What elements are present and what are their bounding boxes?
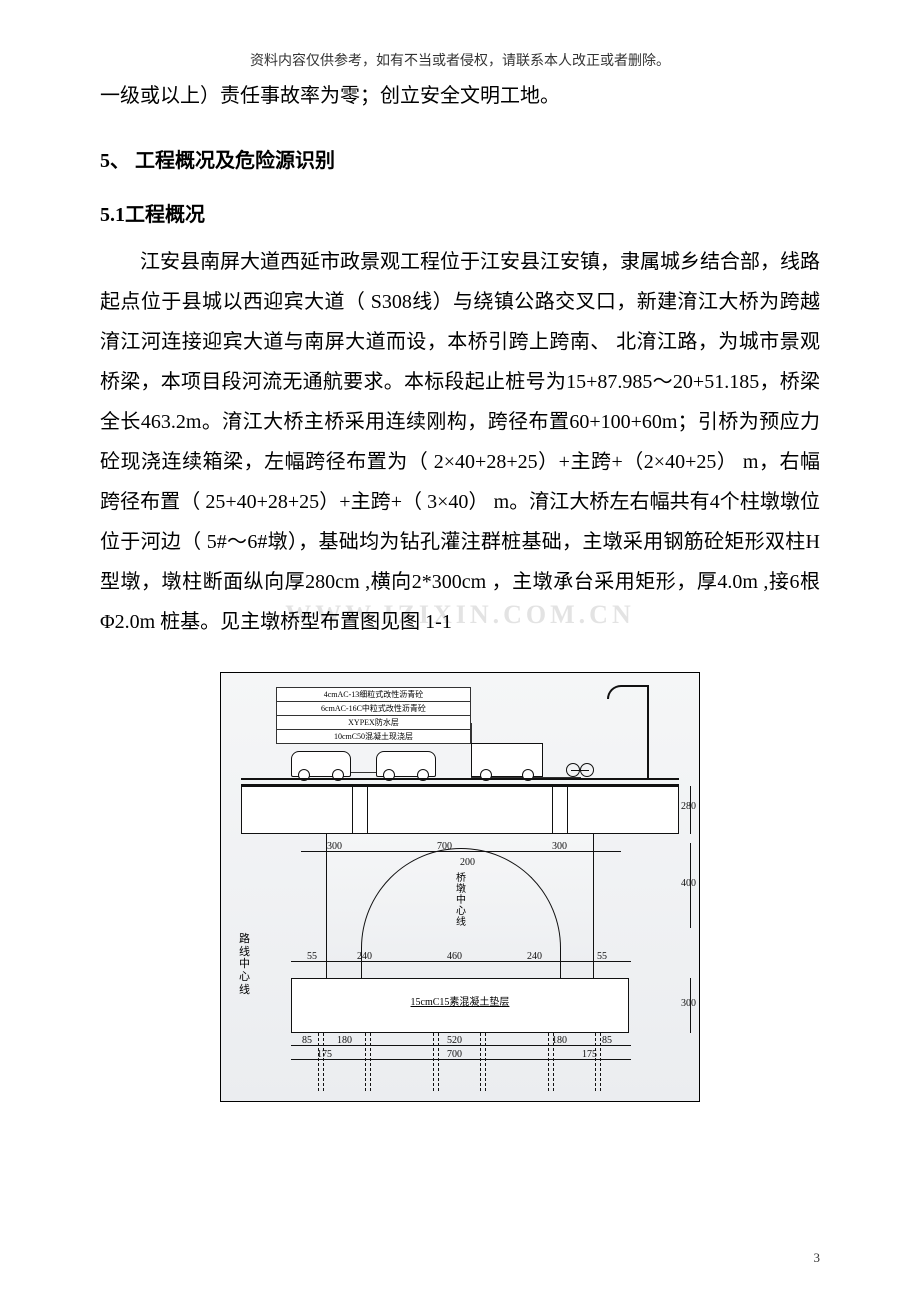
page-number: 3 [814, 1250, 821, 1266]
pile-icon [365, 1033, 371, 1091]
dim-55: 55 [596, 951, 608, 962]
figure-1-1-wrap: 4cmAC-13细粒式改性沥青砼 6cmAC-16C中粒式改性沥青砼 XYPEX… [100, 672, 820, 1102]
car-icon [376, 751, 436, 777]
road-surface [241, 778, 679, 786]
dim-175: 175 [581, 1049, 598, 1060]
intro-line: 一级或以上）责任事故率为零；创立安全文明工地。 [100, 78, 820, 114]
bus-icon [471, 743, 543, 777]
dim-400: 400 [680, 878, 697, 889]
dim-300: 300 [680, 998, 697, 1009]
body-text: 江安县南屏大道西延市政景观工程位于江安县江安镇，隶属城乡结合部，线路起点位于县城… [100, 242, 820, 642]
pile-icon [480, 1033, 486, 1091]
header-disclaimer: 资料内容仅供参考，如有不当或者侵权，请联系本人改正或者删除。 [100, 50, 820, 70]
dim-55: 55 [306, 951, 318, 962]
bicycle-icon [566, 757, 594, 777]
dim-line [301, 851, 621, 852]
dim-180: 180 [551, 1035, 568, 1046]
dim-85: 85 [301, 1035, 313, 1046]
dim-300: 300 [551, 841, 568, 852]
dim-200: 200 [459, 857, 476, 868]
section-5-heading: 5、 工程概况及危险源识别 [100, 144, 820, 173]
pavement-layers-box: 4cmAC-13细粒式改性沥青砼 6cmAC-16C中粒式改性沥青砼 XYPEX… [276, 687, 471, 744]
dim-520: 520 [446, 1035, 463, 1046]
dim-175: 175 [316, 1049, 333, 1060]
section-5-1-heading: 5.1工程概况 [100, 198, 820, 227]
layer-1: 4cmAC-13细粒式改性沥青砼 [277, 688, 470, 702]
dim-700: 700 [446, 1049, 463, 1060]
base-slab-label: 15cmC15素混凝土垫层 [221, 993, 699, 1008]
dim-240: 240 [526, 951, 543, 962]
layer-3: XYPEX防水层 [277, 716, 470, 730]
pier-centerline-label: 桥墩中心线 [454, 873, 468, 928]
dim-85: 85 [601, 1035, 613, 1046]
dim-460: 460 [446, 951, 463, 962]
dim-240: 240 [356, 951, 373, 962]
dim-280: 280 [680, 801, 697, 812]
dim-300: 300 [326, 841, 343, 852]
page-content: 资料内容仅供参考，如有不当或者侵权，请联系本人改正或者删除。 一级或以上）责任事… [100, 50, 820, 1102]
layer-2: 6cmAC-16C中粒式改性沥青砼 [277, 702, 470, 716]
route-centerline-label: 路线中心线 [239, 933, 253, 996]
lamp-arm-icon [607, 685, 647, 699]
pile-icon [318, 1033, 324, 1091]
dim-700: 700 [436, 841, 453, 852]
bridge-cross-section-diagram: 4cmAC-13细粒式改性沥青砼 6cmAC-16C中粒式改性沥青砼 XYPEX… [220, 672, 700, 1102]
deck-girder [241, 786, 679, 834]
layer-4: 10cmC50混凝土现浇层 [277, 730, 470, 743]
section-5-1-body: 江安县南屏大道西延市政景观工程位于江安县江安镇，隶属城乡结合部，线路起点位于县城… [100, 242, 820, 642]
lamp-post-icon [647, 685, 649, 779]
car-icon [291, 751, 351, 777]
pile-icon [433, 1033, 439, 1091]
dim-180: 180 [336, 1035, 353, 1046]
